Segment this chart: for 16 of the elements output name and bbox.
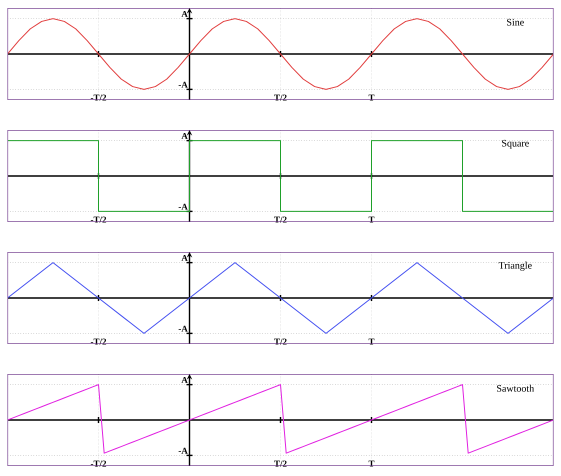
chart-title: Sawtooth	[497, 384, 534, 392]
ref-line-label: A	[181, 10, 188, 17]
x-tick-label: T	[368, 338, 374, 344]
chart-title: Sine	[507, 18, 524, 26]
ref-line-label: -A	[178, 204, 188, 210]
chart-title: Triangle	[498, 262, 532, 271]
ref-line-label: -A	[178, 326, 188, 332]
x-tick-label: T	[368, 216, 374, 222]
chart-title: Square	[502, 140, 529, 149]
ref-line-label: A	[181, 376, 188, 383]
ref-line-label: -A	[178, 448, 188, 454]
x-tick-label: T	[368, 94, 374, 100]
ref-line-label: A	[181, 132, 188, 139]
ref-line-label: A	[181, 254, 188, 261]
x-tick-label: T	[368, 460, 374, 466]
ref-line-label: -A	[178, 82, 188, 88]
